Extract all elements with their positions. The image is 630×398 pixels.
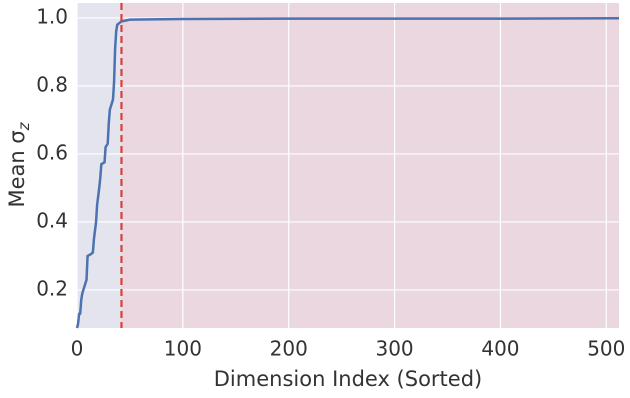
y-axis-label: Mean σz <box>5 121 33 207</box>
y-tick-label: 0.8 <box>36 72 68 96</box>
x-tick-label: 300 <box>375 337 413 361</box>
x-tick-label: 500 <box>587 337 625 361</box>
y-axis-label-subscript: z <box>15 121 33 131</box>
y-tick-label: 0.4 <box>36 208 68 232</box>
y-axis-label-main: Mean σ <box>5 130 29 207</box>
x-tick-label: 400 <box>481 337 519 361</box>
shaded-region <box>121 3 619 328</box>
y-tick-label: 0.6 <box>36 140 68 164</box>
x-tick-label: 100 <box>164 337 202 361</box>
y-tick-label: 0.2 <box>36 276 68 300</box>
x-axis-label: Dimension Index (Sorted) <box>214 367 482 391</box>
x-tick-label: 0 <box>71 337 84 361</box>
y-tick-label: 1.0 <box>36 4 68 28</box>
line <box>75 17 620 329</box>
x-tick-label: 200 <box>270 337 308 361</box>
